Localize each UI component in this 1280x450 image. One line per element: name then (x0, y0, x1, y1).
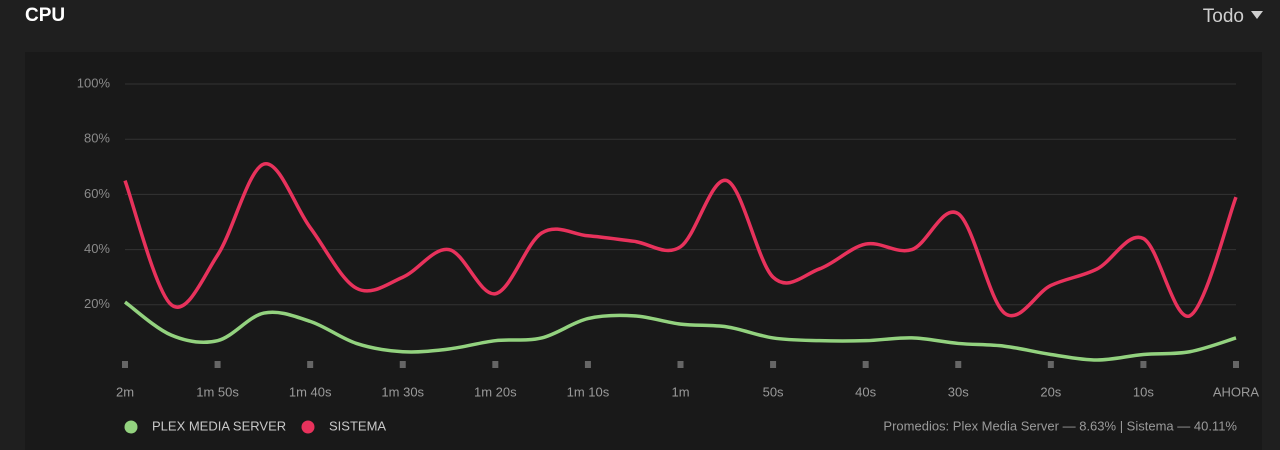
legend-label: SISTEMA (329, 418, 386, 433)
x-tick-label: AHORA (1213, 384, 1260, 399)
title: CPU (25, 5, 65, 26)
legend-swatch (124, 420, 138, 434)
x-tick-label: 1m 20s (474, 384, 517, 399)
x-tick-label: 1m (671, 384, 689, 399)
averages: Promedios: Plex Media Server — 8.63% | S… (883, 418, 1237, 433)
x-tick-mark (584, 361, 591, 368)
x-tick-mark (122, 361, 128, 368)
x-tick-mark (399, 361, 406, 368)
x-tick-label: 30s (948, 384, 969, 399)
series-line (123, 300, 1237, 362)
x-tick-label: 20s (1040, 384, 1061, 399)
x-tick-label: 10s (1133, 384, 1154, 399)
legend-label: PLEX MEDIA SERVER (152, 418, 286, 433)
x-tick-mark (307, 361, 314, 368)
x-tick-label: 40s (855, 384, 876, 399)
x-tick-mark (1140, 361, 1147, 368)
x-tick-label: 1m 40s (289, 384, 332, 399)
x-tick-mark (955, 361, 962, 368)
series-line (123, 162, 1238, 318)
x-tick-mark (677, 361, 684, 368)
y-tick-label: 20% (84, 296, 110, 311)
x-tick-label: 2m (116, 384, 134, 399)
x-tick-label: 1m 30s (381, 384, 424, 399)
x-tick-label: 1m 50s (196, 384, 239, 399)
legend-swatch (301, 420, 315, 434)
x-tick-label: 1m 10s (567, 384, 610, 399)
chart-panel (25, 52, 1262, 450)
x-tick-mark (1233, 361, 1239, 368)
filter-dropdown[interactable]: Todo (1203, 6, 1263, 27)
y-tick-label: 60% (84, 186, 110, 201)
y-tick-label: 80% (84, 131, 110, 146)
x-tick-mark (1047, 361, 1054, 368)
dropdown-arrow[interactable] (1251, 11, 1263, 19)
x-tick-label: 50s (763, 384, 784, 399)
x-tick-mark (492, 361, 499, 368)
x-tick-mark (214, 361, 221, 368)
x-tick-mark (770, 361, 777, 368)
filter-label[interactable]: Todo (1203, 6, 1244, 27)
x-tick-mark (862, 361, 869, 368)
y-tick-label: 100% (77, 75, 111, 90)
y-tick-label: 40% (84, 241, 110, 256)
